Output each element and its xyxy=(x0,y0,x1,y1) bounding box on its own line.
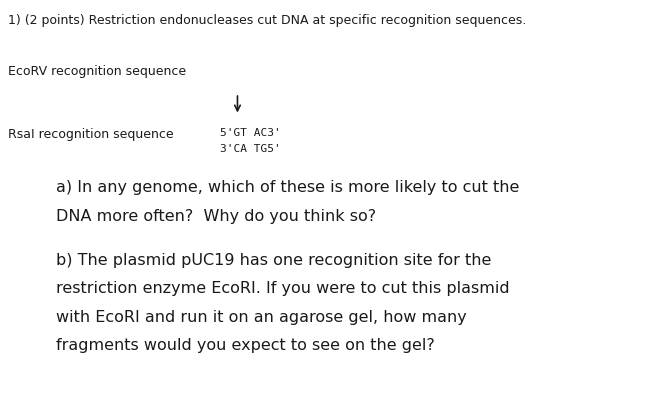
Text: RsaI recognition sequence: RsaI recognition sequence xyxy=(8,128,173,141)
Text: 3'CA TG5': 3'CA TG5' xyxy=(220,144,281,154)
Text: a) In any genome, which of these is more likely to cut the: a) In any genome, which of these is more… xyxy=(56,180,519,195)
Text: DNA more often?  Why do you think so?: DNA more often? Why do you think so? xyxy=(56,209,376,224)
Text: restriction enzyme EcoRI. If you were to cut this plasmid: restriction enzyme EcoRI. If you were to… xyxy=(56,281,510,296)
Text: fragments would you expect to see on the gel?: fragments would you expect to see on the… xyxy=(56,338,434,353)
Text: 1) (2 points) Restriction endonucleases cut DNA at specific recognition sequence: 1) (2 points) Restriction endonucleases … xyxy=(8,14,526,27)
Text: 5'GT AC3': 5'GT AC3' xyxy=(220,128,281,138)
Text: EcoRV recognition sequence: EcoRV recognition sequence xyxy=(8,65,186,78)
Text: with EcoRI and run it on an agarose gel, how many: with EcoRI and run it on an agarose gel,… xyxy=(56,310,466,325)
Text: b) The plasmid pUC19 has one recognition site for the: b) The plasmid pUC19 has one recognition… xyxy=(56,253,491,268)
